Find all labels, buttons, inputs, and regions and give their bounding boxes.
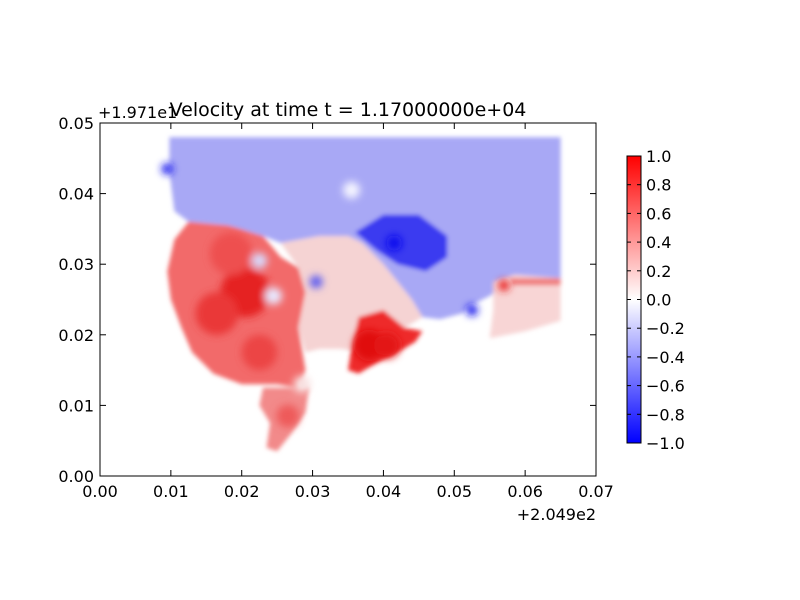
colorbar-ticks: 1.0 0.8 0.6 0.4 0.2 0.0 −0.2 −0.4 −0.6 −0.8 −1.0 — [627, 147, 685, 453]
x-tick-label: 0.03 — [295, 482, 331, 501]
x-tick-label: 0.02 — [224, 482, 260, 501]
y-tick-label: 0.05 — [58, 114, 94, 133]
x-tick-label: 0.04 — [366, 482, 402, 501]
colorbar-tick-label: −0.8 — [646, 405, 685, 424]
colorbar-tick-label: 1.0 — [646, 147, 671, 166]
y-tick-label: 0.04 — [58, 185, 94, 204]
y-tick-label: 0.00 — [58, 467, 94, 486]
x-tick-label: 0.05 — [436, 482, 472, 501]
colorbar-tick-label: −0.4 — [646, 348, 685, 367]
hotspot-3 — [241, 334, 278, 371]
x-offset-label: +2.049e2 — [517, 505, 596, 524]
colorbar-tick-label: −0.2 — [646, 319, 685, 338]
colorbar-tick-label: −0.6 — [646, 377, 685, 396]
plot-frame — [99, 122, 597, 477]
hotspot-13 — [466, 304, 478, 316]
hotspot-7 — [343, 181, 360, 199]
hotspot-5 — [374, 332, 400, 359]
region-eastern-coast-weak-positive — [489, 274, 561, 339]
hotspot-10 — [309, 275, 323, 289]
hotspot-8 — [265, 287, 283, 305]
hotspot-11 — [161, 163, 173, 175]
chart-title: Velocity at time t = 1.17000000e+04 — [170, 99, 527, 121]
y-tick-label: 0.03 — [58, 255, 94, 274]
colorbar-tick-label: 0.6 — [646, 204, 671, 223]
hotspot-2 — [209, 232, 253, 275]
colorbar-tick-label: 0.2 — [646, 262, 671, 281]
colorbar-tick-label: 0.4 — [646, 233, 671, 252]
x-tick-label: 0.00 — [82, 482, 118, 501]
colorbar-tick-label: −1.0 — [646, 434, 685, 453]
hotspot-1 — [195, 292, 239, 335]
x-tick-label: 0.07 — [578, 482, 614, 501]
axes-layer: 0.00 0.01 0.02 0.03 0.04 0.05 0.06 0.07 0.00 0.01… — [58, 114, 613, 501]
hotspots-layer — [161, 163, 510, 428]
hotspot-6 — [276, 404, 300, 428]
region-eastern-coast-strip — [511, 278, 561, 286]
colorbar-tick-label: 0.8 — [646, 176, 671, 195]
y-offset-label: +1.971e1 — [98, 103, 177, 122]
hotspot-14 — [498, 279, 510, 292]
y-tick-label: 0.01 — [58, 396, 94, 415]
colorbar-tick-label: 0.0 — [646, 291, 671, 310]
hotspot-12 — [386, 235, 402, 251]
x-tick-label: 0.01 — [153, 482, 189, 501]
hotspot-9 — [251, 252, 268, 269]
x-tick-label: 0.06 — [507, 482, 543, 501]
y-tick-label: 0.02 — [58, 326, 94, 345]
heatmap-area — [100, 123, 596, 476]
colorbar: 1.0 0.8 0.6 0.4 0.2 0.0 −0.2 −0.4 −0.6 −0.8 −1.0 — [626, 147, 685, 453]
hotspot-15 — [293, 375, 311, 393]
